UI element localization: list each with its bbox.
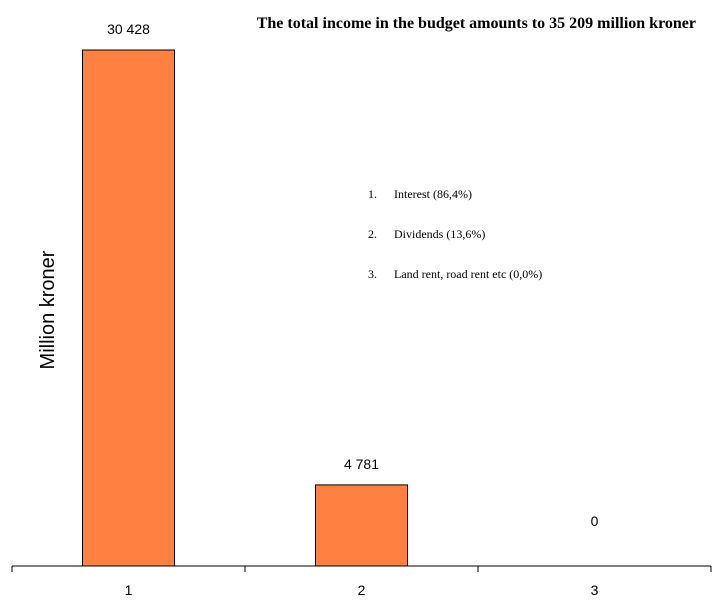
x-tick-label-1: 1: [125, 582, 133, 598]
legend-item-number: 3.: [368, 267, 377, 281]
data-label-3: 0: [591, 513, 599, 529]
data-labels-group: 30 428 4 781 0: [107, 21, 599, 529]
legend-item: 1. Interest (86,4%): [368, 187, 472, 201]
chart-title: The total income in the budget amounts t…: [257, 15, 696, 32]
legend-item-text: Interest (86,4%): [394, 187, 472, 201]
x-tick-labels-group: 1 2 3: [125, 582, 599, 598]
legend-item: 3. Land rent, road rent etc (0,0%): [368, 267, 542, 281]
legend-item-number: 2.: [368, 227, 377, 241]
x-tick-label-2: 2: [358, 582, 366, 598]
legend: 1. Interest (86,4%) 2. Dividends (13,6%) 3. L…: [368, 187, 542, 281]
legend-item-number: 1.: [368, 187, 377, 201]
legend-item-text: Land rent, road rent etc (0,0%): [394, 267, 542, 281]
bars-group: [82, 49, 408, 567]
x-ticks-group: [11, 566, 712, 572]
data-label-2: 4 781: [344, 456, 379, 472]
y-axis-label: Million kroner: [37, 250, 59, 369]
x-tick-label-3: 3: [591, 582, 599, 598]
bar-1: [82, 49, 175, 567]
bar-2: [315, 484, 408, 567]
legend-item: 2. Dividends (13,6%): [368, 227, 485, 241]
data-label-1: 30 428: [107, 21, 150, 37]
legend-item-text: Dividends (13,6%): [394, 227, 485, 241]
